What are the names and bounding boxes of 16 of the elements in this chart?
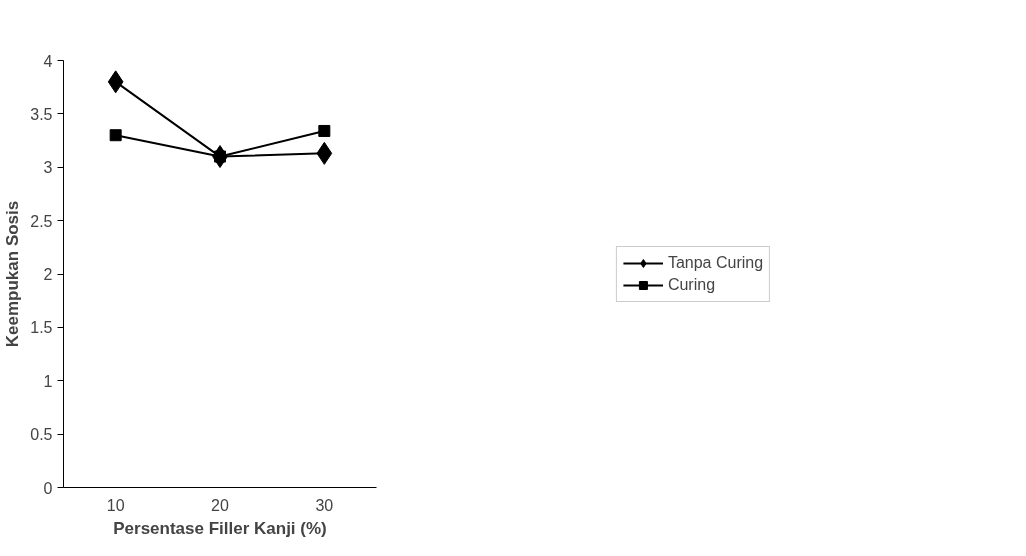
y-tick-label: 1.5: [30, 319, 53, 337]
y-tick-label: 1: [43, 372, 53, 390]
y-tick-label: 0.5: [30, 426, 53, 444]
y-axis-title: Keempukan Sosis: [3, 200, 23, 348]
x-tick-label: 10: [106, 496, 125, 514]
y-tick-label: 3.5: [30, 105, 53, 123]
y-tick-label: 3: [43, 159, 53, 177]
x-tick-label: 30: [315, 496, 334, 514]
legend-label: Tanpa Curing: [667, 253, 764, 272]
x-tick-label: 20: [211, 496, 229, 514]
y-tick-label: 4: [43, 52, 53, 70]
y-tick-label: 2.5: [30, 212, 53, 230]
x-axis-title: Persentase Filler Kanji (%): [113, 518, 327, 538]
legend-label: Curing: [667, 275, 716, 294]
y-tick-label: 2: [43, 266, 53, 283]
y-tick-label: 0: [43, 479, 53, 497]
